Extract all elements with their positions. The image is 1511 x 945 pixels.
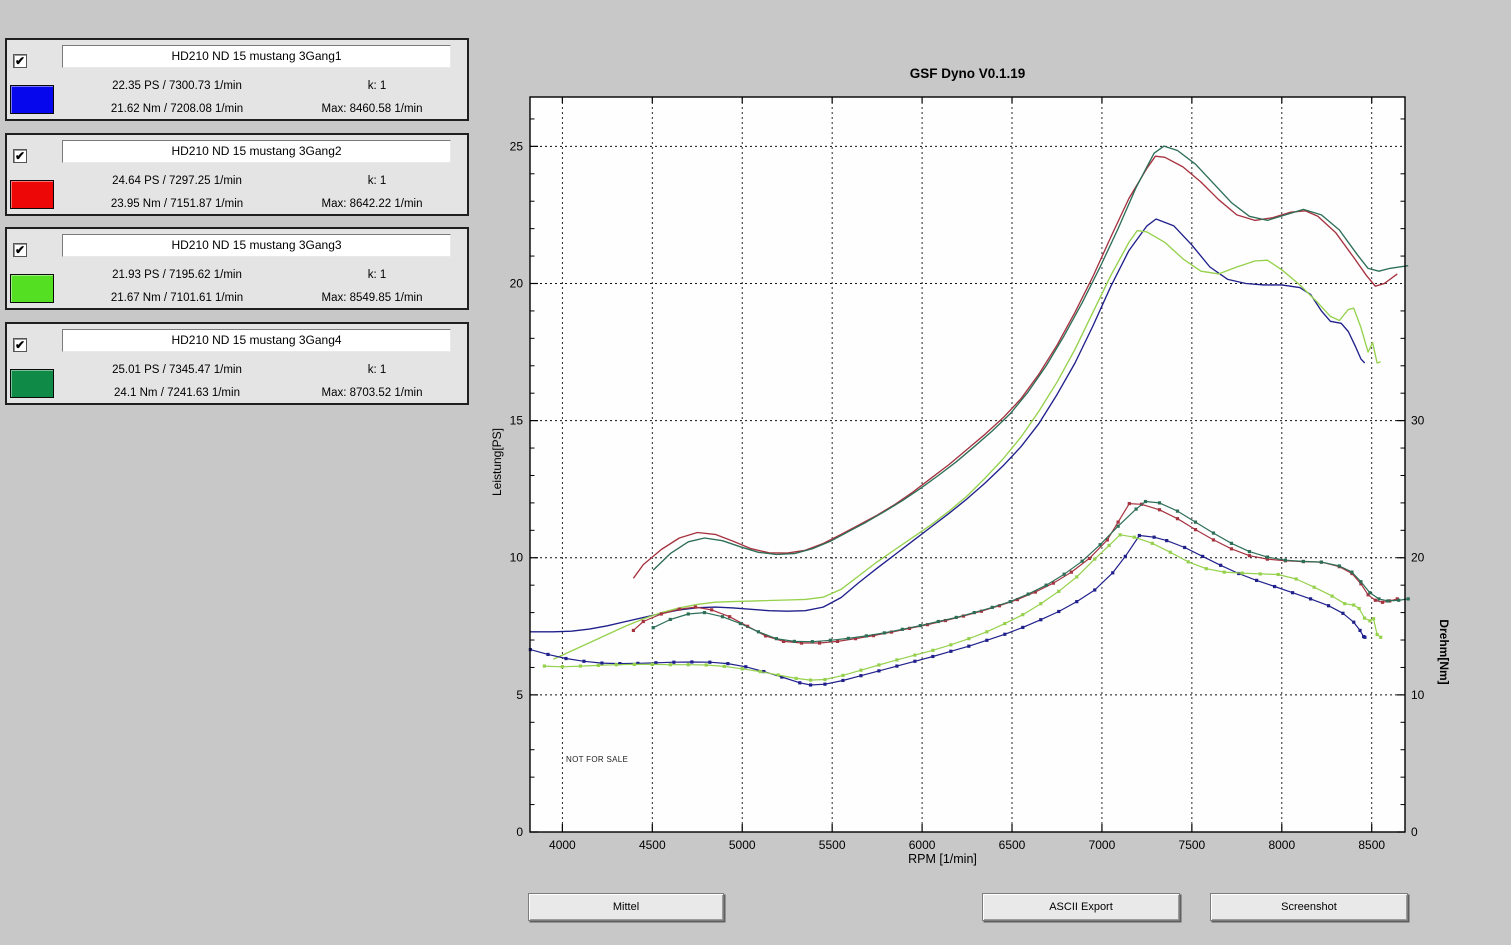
curve-gang3-leistung [553, 229, 1381, 660]
run-3-k-factor: k: 1 [367, 269, 387, 281]
run-3-max-rpm: Max: 8549.85 1/min [321, 292, 423, 304]
run-1-power-stat: 22.35 PS / 7300.73 1/min [112, 80, 242, 92]
svg-text:5: 5 [516, 688, 523, 702]
curve-gang1-drehmoment [530, 534, 1366, 686]
mittel-button[interactable]: Mittel [528, 893, 724, 921]
svg-text:8000: 8000 [1268, 838, 1295, 852]
run-3-torque-stat: 21.67 Nm / 7101.61 1/min [110, 292, 244, 304]
y-axis-label-left: Leistung[PS] [490, 427, 504, 497]
svg-text:5500: 5500 [819, 838, 846, 852]
run-panel-3: ✔ HD210 ND 15 mustang 3Gang3 21.93 PS / … [5, 227, 469, 310]
svg-text:6500: 6500 [999, 838, 1026, 852]
run-2-color-swatch [10, 180, 54, 209]
svg-text:4000: 4000 [549, 838, 576, 852]
run-panel-2: ✔ HD210 ND 15 mustang 3Gang2 24.64 PS / … [5, 133, 469, 216]
run-3-color-swatch [10, 274, 54, 303]
svg-text:6000: 6000 [909, 838, 936, 852]
y-axis-label-right: Drehm[Nm] [1437, 619, 1451, 685]
svg-text:20: 20 [510, 276, 524, 290]
run-4-title-input[interactable]: HD210 ND 15 mustang 3Gang4 [62, 329, 451, 352]
grid-layer [530, 97, 1405, 832]
run-2-title-input[interactable]: HD210 ND 15 mustang 3Gang2 [62, 140, 451, 163]
run-4-checkbox[interactable]: ✔ [13, 338, 27, 352]
run-3-power-stat: 21.93 PS / 7195.62 1/min [112, 269, 242, 281]
run-2-power-stat: 24.64 PS / 7297.25 1/min [112, 175, 242, 187]
curve-gang1-leistung [530, 218, 1366, 633]
run-1-max-rpm: Max: 8460.58 1/min [321, 103, 423, 115]
svg-text:10: 10 [1411, 688, 1425, 702]
svg-text:7000: 7000 [1089, 838, 1116, 852]
run-panel-1: ✔ HD210 ND 15 mustang 3Gang1 22.35 PS / … [5, 38, 469, 121]
run-4-torque-stat: 24.1 Nm / 7241.63 1/min [114, 387, 240, 399]
run-4-power-stat: 25.01 PS / 7345.47 1/min [112, 364, 242, 376]
chart-title: GSF Dyno V0.1.19 [909, 66, 1026, 81]
svg-text:0: 0 [516, 825, 523, 839]
svg-text:15: 15 [510, 414, 524, 428]
run-1-torque-stat: 21.62 Nm / 7208.08 1/min [110, 103, 244, 115]
ascii-export-button[interactable]: ASCII Export [982, 893, 1180, 921]
run-4-max-rpm: Max: 8703.52 1/min [321, 387, 423, 399]
svg-text:7500: 7500 [1179, 838, 1206, 852]
svg-text:0: 0 [1411, 825, 1418, 839]
curve-gang4-leistung [652, 145, 1409, 571]
plot-background [530, 97, 1405, 832]
run-2-k-factor: k: 1 [367, 175, 387, 187]
svg-text:5000: 5000 [729, 838, 756, 852]
svg-text:10: 10 [510, 551, 524, 565]
curve-gang3-drehmoment [544, 534, 1382, 681]
watermark-text: NOT FOR SALE [566, 755, 629, 764]
run-4-color-swatch [10, 369, 54, 398]
run-1-k-factor: k: 1 [367, 80, 387, 92]
screenshot-button[interactable]: Screenshot [1210, 893, 1408, 921]
run-2-torque-stat: 23.95 Nm / 7151.87 1/min [110, 198, 244, 210]
axis-layer: 4000 4500 5000 5500 6000 6500 7000 7500 8000 8500… [510, 96, 1425, 852]
run-4-k-factor: k: 1 [367, 364, 387, 376]
x-axis-label: RPM [1/min] [908, 852, 977, 866]
svg-text:8500: 8500 [1358, 838, 1385, 852]
run-1-color-swatch [10, 85, 54, 114]
series-layer [528, 145, 1410, 687]
run-panel-4: ✔ HD210 ND 15 mustang 3Gang4 25.01 PS / … [5, 322, 469, 405]
svg-text:4500: 4500 [639, 838, 666, 852]
svg-text:30: 30 [1411, 414, 1425, 428]
run-3-title-input[interactable]: HD210 ND 15 mustang 3Gang3 [62, 234, 451, 257]
run-3-checkbox[interactable]: ✔ [13, 243, 27, 257]
run-1-checkbox[interactable]: ✔ [13, 54, 27, 68]
svg-text:20: 20 [1411, 551, 1425, 565]
run-2-checkbox[interactable]: ✔ [13, 149, 27, 163]
run-2-max-rpm: Max: 8642.22 1/min [321, 198, 423, 210]
run-1-title-input[interactable]: HD210 ND 15 mustang 3Gang1 [62, 45, 451, 68]
svg-text:25: 25 [510, 139, 524, 153]
